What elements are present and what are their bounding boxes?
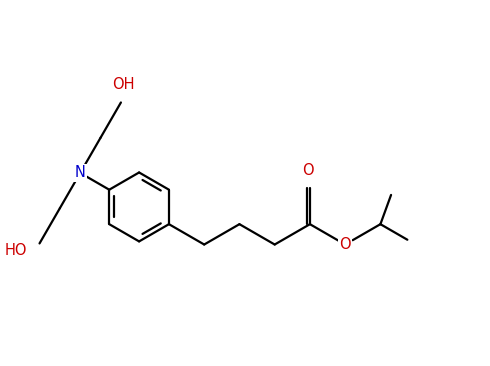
- Text: O: O: [340, 237, 351, 252]
- Text: OH: OH: [112, 77, 135, 92]
- Text: N: N: [75, 165, 86, 180]
- Text: HO: HO: [5, 243, 27, 258]
- Text: O: O: [302, 163, 314, 178]
